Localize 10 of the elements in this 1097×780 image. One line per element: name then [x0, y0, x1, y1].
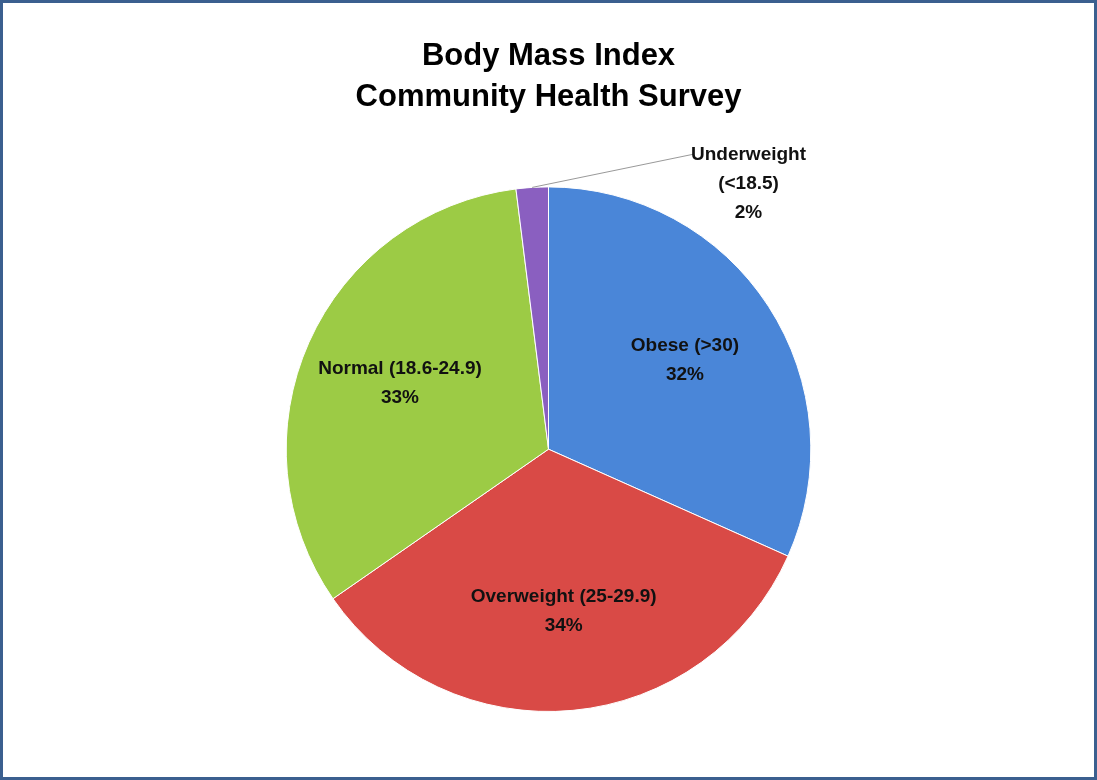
chart-subtitle: Community Health Survey	[355, 78, 743, 114]
data-label: 33%	[380, 385, 420, 407]
slice-label: Normal (18.6-24.9)	[318, 356, 482, 378]
data-label: 32%	[665, 363, 705, 385]
slice-label: Underweight (<18.5)	[690, 143, 807, 194]
chart-title: Body Mass Index	[421, 37, 676, 73]
data-label: 2%	[734, 201, 763, 223]
slice-label: Overweight (25-29.9)	[470, 584, 657, 606]
data-label: 34%	[544, 613, 583, 635]
slice-label: Obese (>30)	[630, 334, 740, 356]
